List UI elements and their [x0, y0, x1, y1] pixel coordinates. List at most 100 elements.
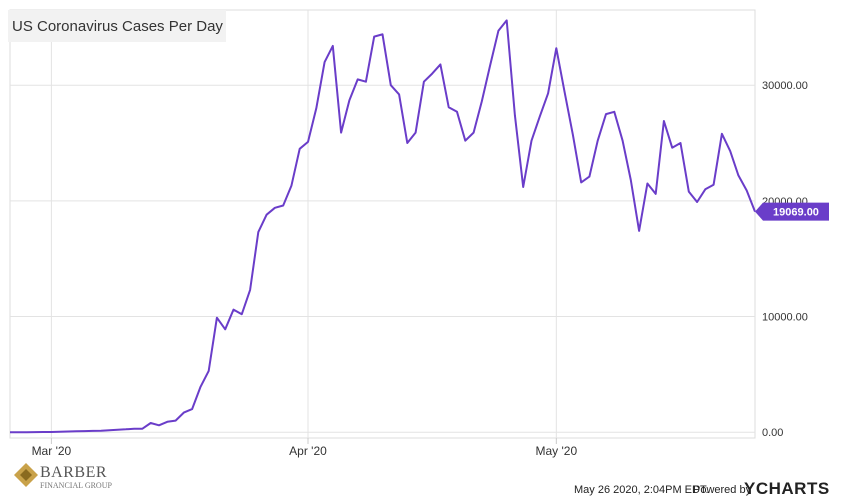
- data-point: [704, 188, 706, 190]
- data-point: [150, 422, 152, 424]
- data-point: [646, 183, 648, 185]
- data-point: [439, 63, 441, 65]
- x-tick-label: Mar '20: [32, 444, 72, 458]
- data-point: [497, 30, 499, 32]
- data-point: [713, 184, 715, 186]
- data-point: [191, 408, 193, 410]
- x-tick-label: May '20: [536, 444, 578, 458]
- data-point: [448, 106, 450, 108]
- data-point: [680, 142, 682, 144]
- data-point: [332, 45, 334, 47]
- data-point: [365, 81, 367, 83]
- data-point: [141, 428, 143, 430]
- data-point: [199, 386, 201, 388]
- data-point: [489, 65, 491, 67]
- data-point: [398, 93, 400, 95]
- data-point: [216, 317, 218, 319]
- last-value-label: 19069.00: [773, 207, 819, 219]
- barber-logo: [14, 463, 38, 487]
- data-point: [406, 142, 408, 144]
- last-value-pointer: [755, 202, 763, 221]
- data-point: [249, 289, 251, 291]
- data-point: [746, 190, 748, 192]
- y-tick-label: 30000.00: [762, 80, 808, 92]
- data-point: [630, 179, 632, 181]
- chart-title: US Coronavirus Cases Per Day: [12, 18, 223, 35]
- data-point: [588, 176, 590, 178]
- data-point: [688, 191, 690, 193]
- y-tick-label: 0.00: [762, 427, 783, 439]
- data-point: [663, 120, 665, 122]
- data-point: [9, 431, 11, 433]
- data-point: [175, 420, 177, 422]
- data-point: [26, 431, 28, 433]
- series-line-cases-per-day: [10, 19, 756, 434]
- data-point: [671, 147, 673, 149]
- data-point: [564, 91, 566, 93]
- data-point: [357, 78, 359, 80]
- data-point: [324, 61, 326, 63]
- data-point: [34, 431, 36, 433]
- data-point: [580, 181, 582, 183]
- data-point: [514, 114, 516, 116]
- data-point: [133, 428, 135, 430]
- data-point: [224, 328, 226, 330]
- data-point: [299, 148, 301, 150]
- data-point: [42, 431, 44, 433]
- data-point: [638, 230, 640, 232]
- data-point: [100, 430, 102, 432]
- data-point: [547, 92, 549, 94]
- data-point: [382, 33, 384, 35]
- data-point: [59, 431, 61, 433]
- data-point: [307, 141, 309, 143]
- data-point: [605, 113, 607, 115]
- data-point: [282, 205, 284, 207]
- chart-title-box: [8, 10, 226, 42]
- data-point: [241, 313, 243, 315]
- plot-border: [9, 9, 756, 439]
- data-point: [17, 431, 19, 433]
- data-point: [348, 99, 350, 101]
- data-point: [423, 81, 425, 83]
- logo-name: BARBER: [40, 464, 108, 481]
- data-point: [125, 428, 127, 430]
- data-point: [464, 140, 466, 142]
- data-point: [315, 107, 317, 109]
- data-point: [274, 207, 276, 209]
- data-point: [531, 140, 533, 142]
- data-point: [522, 186, 524, 188]
- logo-subtitle: FINANCIAL GROUP: [40, 481, 112, 490]
- data-point: [456, 111, 458, 113]
- data-point: [257, 231, 259, 233]
- data-point: [473, 132, 475, 134]
- data-point: [539, 115, 541, 117]
- data-point: [737, 174, 739, 176]
- data-point: [166, 421, 168, 423]
- data-point: [84, 430, 86, 432]
- data-point: [340, 132, 342, 134]
- footer-powered-by: Powered by: [693, 484, 752, 496]
- data-point: [481, 100, 483, 102]
- data-point: [415, 132, 417, 134]
- logo-diamond-inner-icon: [20, 469, 32, 481]
- data-point: [233, 309, 235, 311]
- ycharts-logo[interactable]: YCHARTS: [744, 479, 830, 498]
- data-point: [572, 134, 574, 136]
- data-point: [290, 185, 292, 187]
- data-point: [108, 429, 110, 431]
- data-point: [208, 370, 210, 372]
- data-point: [67, 431, 69, 433]
- data-point: [183, 412, 185, 414]
- data-point: [75, 430, 77, 432]
- data-point: [390, 84, 392, 86]
- data-point: [655, 193, 657, 195]
- footer-date: May 26 2020, 2:04PM EDT.: [574, 484, 709, 496]
- data-point: [597, 140, 599, 142]
- data-point: [266, 214, 268, 216]
- data-point: [506, 19, 508, 21]
- data-point: [117, 429, 119, 431]
- data-point: [729, 150, 731, 152]
- y-tick-label: 10000.00: [762, 312, 808, 324]
